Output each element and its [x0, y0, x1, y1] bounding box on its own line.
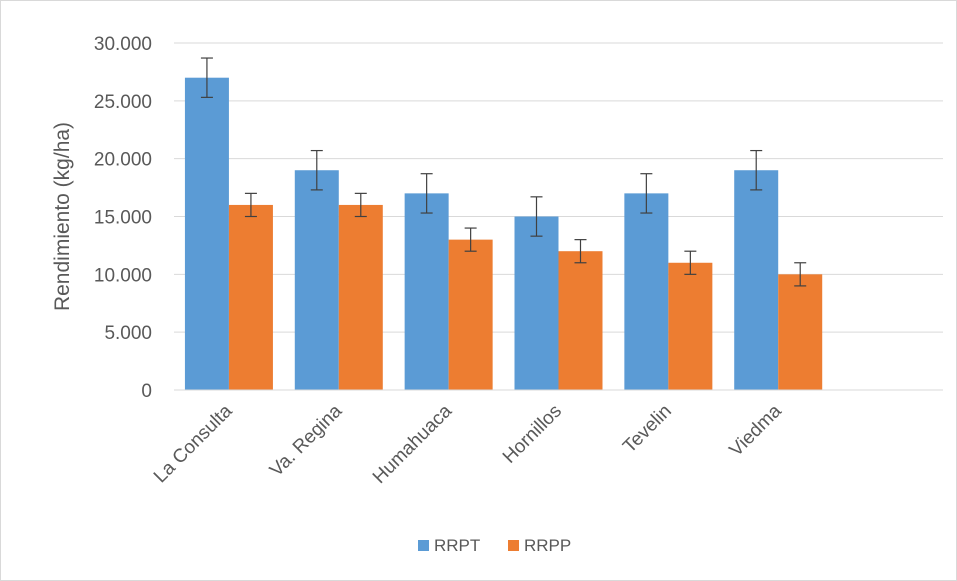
- y-axis-label: Rendimiento (kg/ha): [51, 122, 74, 311]
- legend-label: RRPT: [434, 536, 480, 555]
- y-tick-label: 15.000: [94, 208, 152, 229]
- legend: RRPT RRPP: [418, 536, 571, 555]
- bar-rrpp: [448, 239, 493, 390]
- y-tick-label: 20.000: [94, 150, 152, 171]
- bar-rrpt: [514, 216, 559, 390]
- bar-rrpp: [558, 251, 603, 390]
- error-bar: [354, 192, 367, 218]
- x-tick-label: Va. Regina: [266, 400, 347, 481]
- x-tick-label: La Consulta: [150, 400, 237, 487]
- bar-rrpt: [404, 193, 449, 390]
- y-tick-label: 25.000: [94, 92, 152, 113]
- bar-rrpp: [338, 204, 383, 390]
- legend-swatch: [508, 540, 519, 551]
- bar-rrpt: [734, 170, 779, 390]
- error-bar: [244, 192, 257, 218]
- error-bar: [200, 57, 213, 98]
- y-tick-label: 0: [141, 381, 152, 402]
- bars: [184, 77, 823, 390]
- x-tick-label: Viedma: [726, 400, 786, 460]
- bar-rrpp: [668, 262, 713, 390]
- error-bar: [750, 149, 763, 191]
- error-bar: [310, 149, 323, 191]
- legend-label: RRPP: [524, 536, 571, 555]
- error-bar: [640, 173, 653, 214]
- x-tick-label: Tevelin: [619, 401, 676, 458]
- y-tick-label: 5.000: [104, 323, 152, 344]
- bar-rrpt: [294, 170, 339, 390]
- error-bar: [420, 173, 433, 214]
- y-axis-ticks: 0 5.000 10.000 15.000 20.000 25.000 30.000: [94, 34, 152, 402]
- error-bar: [530, 196, 543, 237]
- bar-rrpt: [184, 77, 229, 390]
- error-bars: [200, 57, 807, 287]
- error-bar: [794, 262, 807, 287]
- y-tick-label: 10.000: [94, 265, 152, 286]
- x-tick-label: Humahuaca: [369, 400, 457, 488]
- x-tick-label: Hornillos: [499, 401, 566, 468]
- bar-rrpp: [778, 274, 823, 390]
- x-axis-ticks: La Consulta Va. Regina Humahuaca Hornillos T…: [150, 400, 786, 488]
- legend-swatch: [418, 540, 429, 551]
- error-bar: [464, 227, 477, 252]
- bar-rrpt: [624, 193, 669, 390]
- error-bar: [684, 250, 697, 275]
- bar-rrpp: [228, 204, 273, 390]
- error-bar: [574, 239, 587, 264]
- y-tick-label: 30.000: [94, 34, 152, 55]
